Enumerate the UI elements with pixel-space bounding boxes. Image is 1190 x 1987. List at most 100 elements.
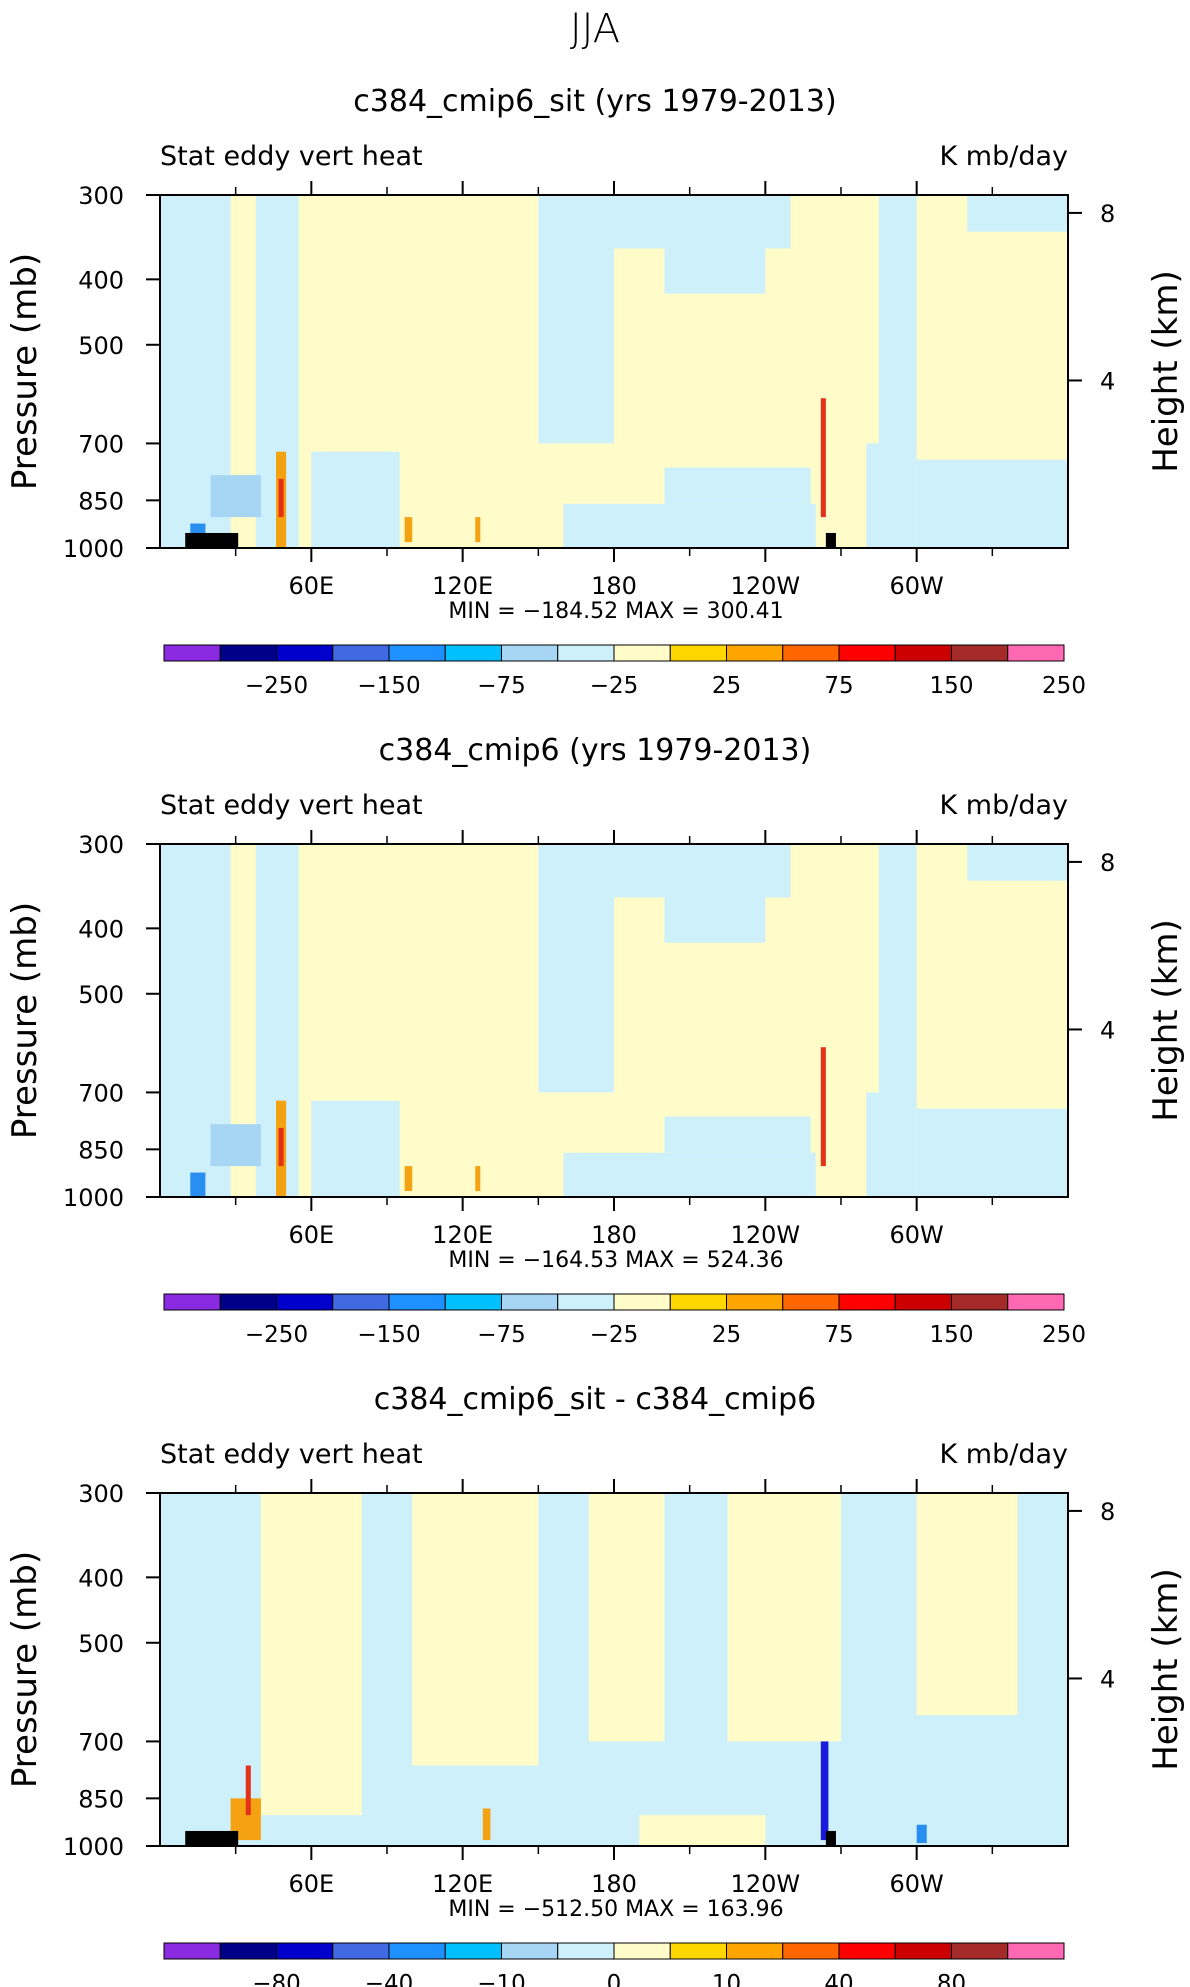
- colorbar-swatch: [388, 1942, 446, 1960]
- contour-region-positive: [260, 1493, 362, 1816]
- contour-region-negative: [538, 844, 614, 1093]
- colorbar-label: −250: [245, 1322, 308, 1348]
- contour-region-positive: [790, 195, 879, 444]
- x-tick-label: 120W: [731, 1221, 801, 1249]
- contour-region-strong-positive: [820, 1047, 826, 1167]
- colorbar-label: −40: [365, 1971, 414, 1987]
- colorbar-swatch: [444, 1293, 502, 1311]
- contour-region-negative: [664, 1116, 811, 1153]
- colorbar-label: −150: [357, 1322, 420, 1348]
- colorbar-swatch: [276, 644, 334, 662]
- contour-region-strong-negative: [916, 1824, 927, 1844]
- left-string: Stat eddy vert heat: [160, 790, 423, 821]
- colorbar-swatch: [388, 1293, 446, 1311]
- colorbar-swatch: [332, 644, 390, 662]
- colorbar-label: −75: [477, 1322, 526, 1348]
- y-tick-label: 400: [78, 1564, 124, 1592]
- contour-region-strong-positive: [475, 517, 481, 543]
- x-tick-label: 120E: [432, 1870, 493, 1898]
- colorbar-label: 250: [1042, 673, 1086, 699]
- colorbar-swatch: [557, 1942, 615, 1960]
- colorbar-swatch: [1007, 1293, 1065, 1311]
- colorbar-swatch: [163, 1942, 221, 1960]
- colorbar-swatch: [613, 644, 671, 662]
- y-tick-label: 300: [78, 182, 124, 210]
- left-string: Stat eddy vert heat: [160, 1439, 423, 1470]
- contour-field: [160, 1493, 1068, 1846]
- contour-region-negative: [614, 195, 791, 249]
- contour-region-negative: [311, 1100, 400, 1197]
- y-tick-label: 850: [78, 1136, 124, 1164]
- contour-region-negative: [664, 467, 811, 504]
- y2-axis-label: Height (km): [1146, 270, 1186, 473]
- x-tick-label: 120E: [432, 1221, 493, 1249]
- colorbar-label: −150: [357, 673, 420, 699]
- x-tick-label: 120E: [432, 572, 493, 600]
- colorbar-label: 80: [937, 1971, 966, 1987]
- colorbar-swatch: [669, 644, 727, 662]
- y-tick-label: 300: [78, 831, 124, 859]
- colorbar-label: −25: [590, 1322, 639, 1348]
- colorbar-swatch: [557, 1293, 615, 1311]
- contour-region-strong-positive: [404, 1166, 413, 1192]
- colorbar-label: −75: [477, 673, 526, 699]
- colorbar-swatch: [444, 1942, 502, 1960]
- colorbar-swatch: [838, 1942, 896, 1960]
- y-tick-label: 1000: [63, 1184, 124, 1212]
- contour-region-negative: [664, 897, 766, 943]
- colorbar-swatch: [726, 644, 784, 662]
- colorbar-swatch: [613, 1942, 671, 1960]
- y2-tick-label: 8: [1100, 849, 1115, 877]
- left-string: Stat eddy vert heat: [160, 141, 423, 172]
- min-max-stats: MIN = −184.52 MAX = 300.41: [448, 599, 783, 624]
- colorbar-swatch: [501, 1293, 559, 1311]
- colorbar-swatch: [444, 644, 502, 662]
- contour-region-negative: [614, 844, 791, 898]
- colorbar-label: 0: [607, 1971, 622, 1987]
- colorbar-swatch: [219, 1293, 277, 1311]
- contour-region-strong-positive: [278, 478, 284, 518]
- contour-region-positive: [727, 1493, 841, 1742]
- y-axis-label: Pressure (mb): [5, 1551, 45, 1788]
- panel-sit: c384_cmip6_sit (yrs 1979-2013) Stat eddy …: [5, 84, 1186, 699]
- colorbar-label: 40: [824, 1971, 853, 1987]
- land-mask: [185, 532, 239, 548]
- x-tick-label: 180: [591, 572, 637, 600]
- x-tick-label: 180: [591, 1870, 637, 1898]
- contour-region-negative: [916, 1108, 1068, 1197]
- panel-control: c384_cmip6 (yrs 1979-2013) Stat eddy vert…: [5, 733, 1186, 1348]
- x-tick-label: 60E: [288, 1221, 334, 1249]
- land-mask: [185, 1830, 239, 1846]
- contour-region-positive: [916, 1493, 1018, 1716]
- contour-region-strong-positive: [820, 398, 826, 518]
- colorbar-label: 150: [930, 673, 974, 699]
- colorbar-swatch: [276, 1293, 334, 1311]
- colorbar-swatch: [951, 1942, 1009, 1960]
- y2-axis-label: Height (km): [1146, 1568, 1186, 1771]
- y-tick-label: 400: [78, 266, 124, 294]
- colorbar-label: −10: [477, 1971, 526, 1987]
- panel-title: c384_cmip6_sit - c384_cmip6: [374, 1382, 817, 1417]
- y2-tick-label: 4: [1100, 1665, 1115, 1693]
- min-max-stats: MIN = −512.50 MAX = 163.96: [448, 1897, 783, 1922]
- colorbar-swatch: [894, 1942, 952, 1960]
- contour-region-negative: [538, 195, 614, 444]
- y2-tick-label: 8: [1100, 1498, 1115, 1526]
- contour-region-strong-positive: [278, 1127, 284, 1167]
- y-tick-label: 700: [78, 1728, 124, 1756]
- y-tick-label: 500: [78, 1630, 124, 1658]
- contour-region-negative: [563, 503, 816, 548]
- contour-field: [160, 195, 1068, 548]
- contour-region-negative: [210, 475, 261, 518]
- y-tick-label: 700: [78, 1079, 124, 1107]
- contour-region-negative: [916, 459, 1068, 548]
- y-tick-label: 700: [78, 430, 124, 458]
- colorbar-label: −80: [252, 1971, 301, 1987]
- colorbar-label: −250: [245, 673, 308, 699]
- panel-title: c384_cmip6_sit (yrs 1979-2013): [353, 84, 836, 119]
- contour-region-positive: [790, 844, 879, 1093]
- colorbar-swatch: [332, 1942, 390, 1960]
- colorbar-swatch: [501, 1942, 559, 1960]
- y-tick-label: 400: [78, 915, 124, 943]
